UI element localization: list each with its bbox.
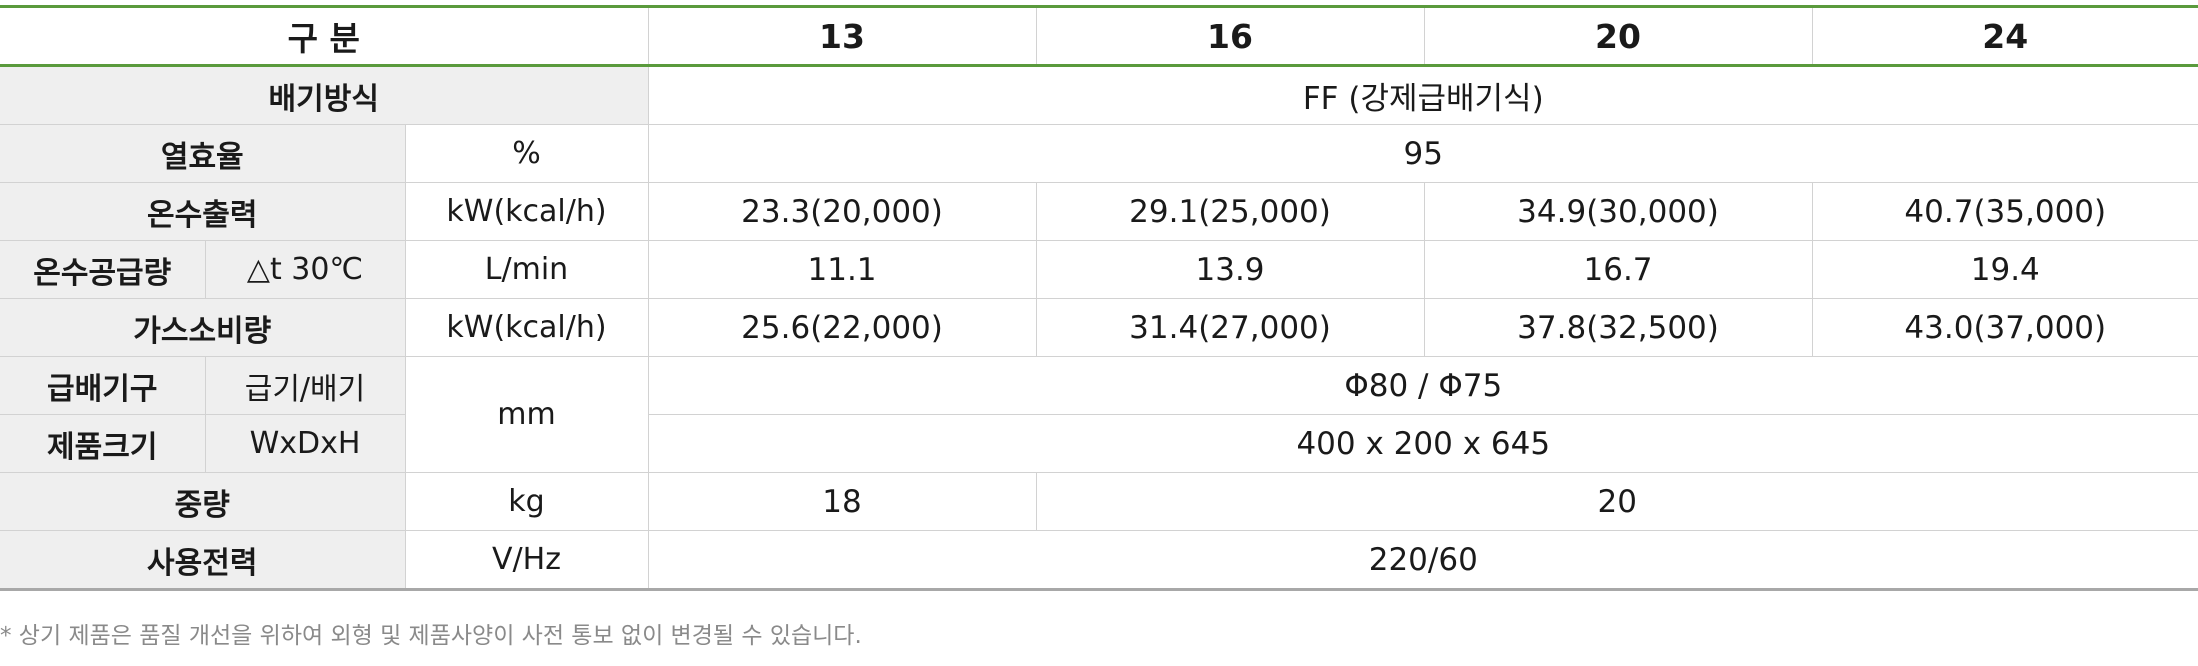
efficiency-row: 열효율 % 95 bbox=[0, 124, 2198, 183]
model-24-header: 24 bbox=[1812, 6, 2198, 67]
vent-value: Φ80 / Φ75 bbox=[648, 356, 2198, 415]
hot-water-supply-16: 13.9 bbox=[1036, 240, 1425, 299]
vent-row: 급배기구 급기/배기 mm Φ80 / Φ75 bbox=[0, 356, 2198, 473]
header-label: 구 분 bbox=[0, 6, 649, 67]
header-row: 구 분 13 16 20 24 bbox=[0, 6, 2198, 67]
hot-water-supply-label: 온수공급량 bbox=[0, 240, 206, 299]
mm-unit: mm bbox=[405, 356, 649, 473]
gas-consumption-13: 25.6(22,000) bbox=[648, 298, 1037, 357]
gas-consumption-16: 31.4(27,000) bbox=[1036, 298, 1425, 357]
power-value: 220/60 bbox=[648, 530, 2198, 590]
size-sublabel: WxDxH bbox=[205, 414, 406, 473]
spec-table: 구 분 13 16 20 24 배기방식 FF (강제급배기식) 열효율 % 9… bbox=[0, 5, 2198, 591]
heat-output-13: 23.3(20,000) bbox=[648, 182, 1037, 241]
hot-water-supply-row: 온수공급량 △t 30℃ L/min 11.1 13.9 16.7 19.4 bbox=[0, 240, 2198, 299]
gas-consumption-label: 가스소비량 bbox=[0, 298, 406, 357]
weight-row: 중량 kg 18 20 bbox=[0, 472, 2198, 531]
hot-water-supply-20: 16.7 bbox=[1424, 240, 1813, 299]
gas-consumption-row: 가스소비량 kW(kcal/h) 25.6(22,000) 31.4(27,00… bbox=[0, 298, 2198, 357]
size-label: 제품크기 bbox=[0, 414, 206, 473]
weight-16-24: 20 bbox=[1036, 472, 2198, 531]
heat-output-20: 34.9(30,000) bbox=[1424, 182, 1813, 241]
size-row: 제품크기 WxDxH 400 x 200 x 645 bbox=[0, 414, 2198, 473]
weight-13: 18 bbox=[648, 472, 1037, 531]
gas-consumption-24: 43.0(37,000) bbox=[1812, 298, 2198, 357]
vent-sublabel: 급기/배기 bbox=[205, 356, 406, 415]
hot-water-supply-sublabel: △t 30℃ bbox=[205, 240, 406, 299]
model-13-header: 13 bbox=[648, 6, 1037, 67]
efficiency-value: 95 bbox=[648, 124, 2198, 183]
heat-output-row: 온수출력 kW(kcal/h) 23.3(20,000) 29.1(25,000… bbox=[0, 182, 2198, 241]
power-unit: V/Hz bbox=[405, 530, 649, 590]
efficiency-label: 열효율 bbox=[0, 124, 406, 183]
power-label: 사용전력 bbox=[0, 530, 406, 590]
exhaust-value: FF (강제급배기식) bbox=[648, 65, 2198, 125]
weight-label: 중량 bbox=[0, 472, 406, 531]
gas-consumption-unit: kW(kcal/h) bbox=[405, 298, 649, 357]
exhaust-row: 배기방식 FF (강제급배기식) bbox=[0, 65, 2198, 125]
size-value: 400 x 200 x 645 bbox=[648, 414, 2198, 473]
hot-water-supply-13: 11.1 bbox=[648, 240, 1037, 299]
vent-label: 급배기구 bbox=[0, 356, 206, 415]
heat-output-label: 온수출력 bbox=[0, 182, 406, 241]
gas-consumption-20: 37.8(32,500) bbox=[1424, 298, 1813, 357]
power-row: 사용전력 V/Hz 220/60 bbox=[0, 530, 2198, 590]
exhaust-label: 배기방식 bbox=[0, 65, 649, 125]
hot-water-supply-unit: L/min bbox=[405, 240, 649, 299]
model-16-header: 16 bbox=[1036, 6, 1425, 67]
heat-output-unit: kW(kcal/h) bbox=[405, 182, 649, 241]
hot-water-supply-24: 19.4 bbox=[1812, 240, 2198, 299]
footnote: * 상기 제품은 품질 개선을 위하여 외형 및 제품사양이 사전 통보 없이 … bbox=[0, 623, 862, 649]
efficiency-unit: % bbox=[405, 124, 649, 183]
model-20-header: 20 bbox=[1424, 6, 1813, 67]
weight-unit: kg bbox=[405, 472, 649, 531]
heat-output-16: 29.1(25,000) bbox=[1036, 182, 1425, 241]
heat-output-24: 40.7(35,000) bbox=[1812, 182, 2198, 241]
